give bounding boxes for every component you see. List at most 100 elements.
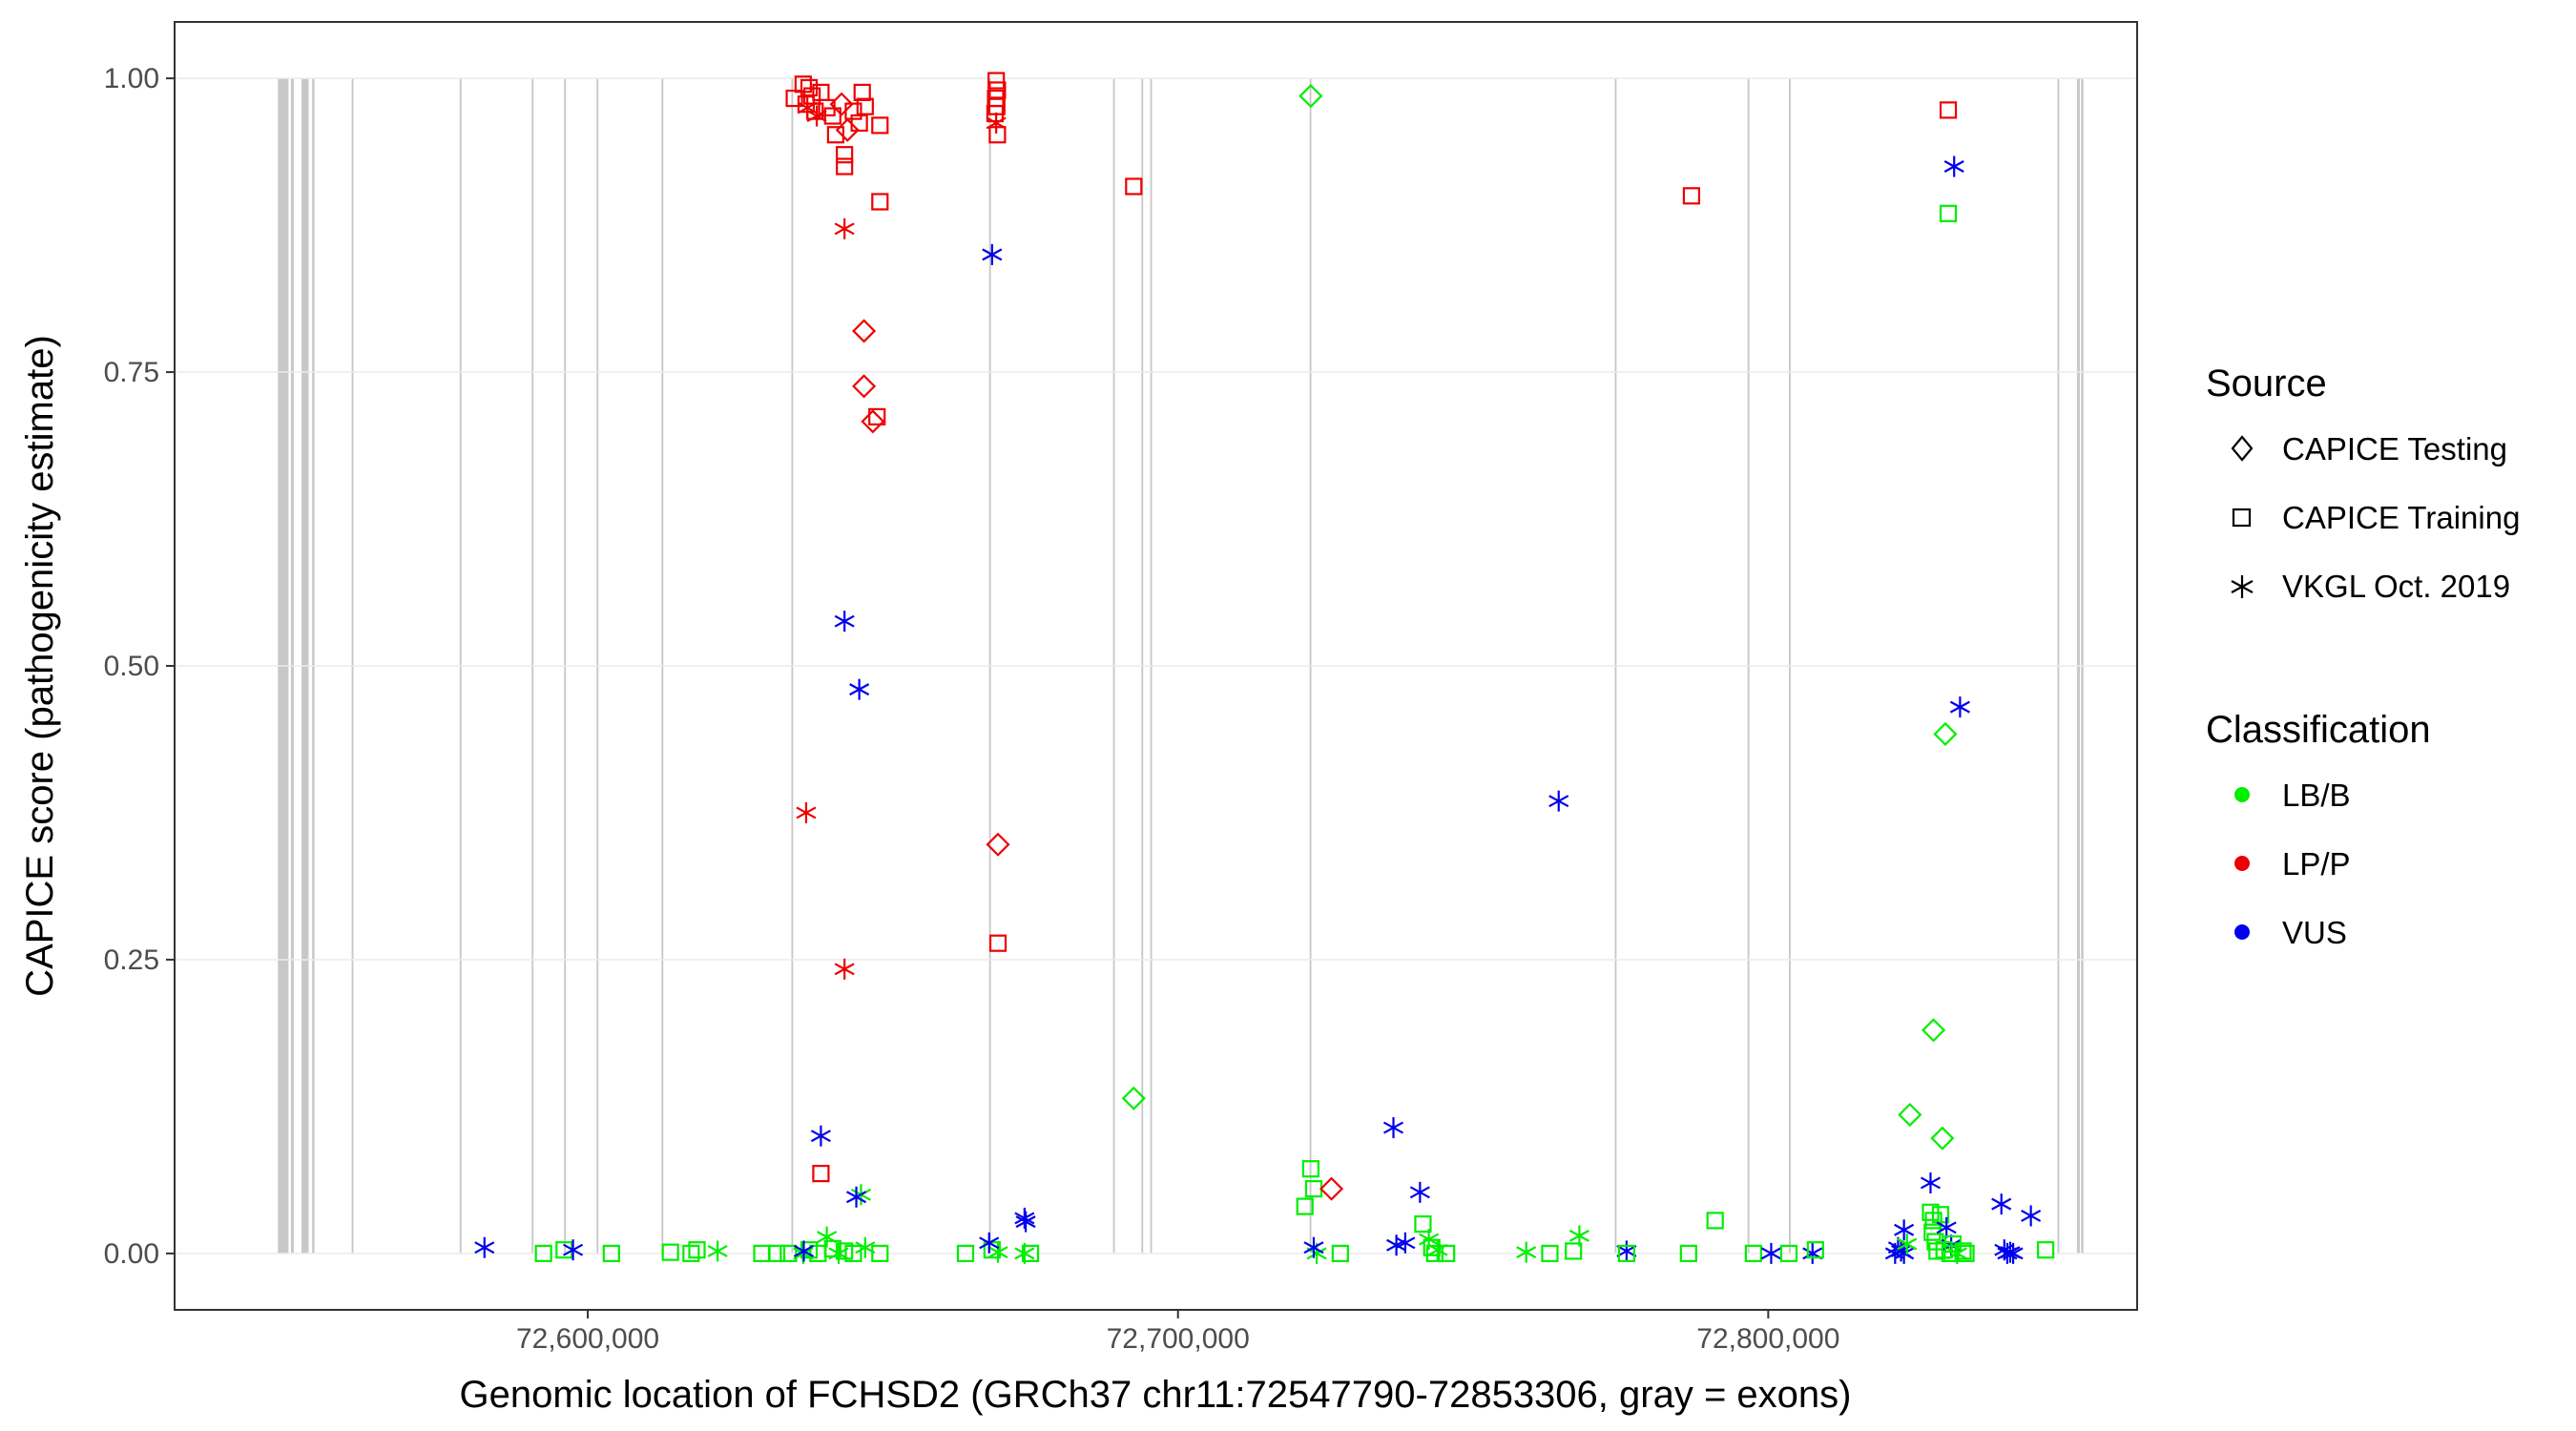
point-square	[1744, 1244, 1762, 1262]
point-square	[826, 126, 844, 144]
point-star	[987, 1241, 1008, 1263]
point-star	[1568, 1225, 1589, 1247]
point-diamond	[1898, 1102, 1922, 1128]
point-star	[796, 801, 817, 823]
point-star	[806, 105, 827, 127]
point-star	[1616, 1240, 1637, 1262]
point-square	[1939, 101, 1958, 119]
point-diamond	[1298, 84, 1323, 109]
point-square	[1954, 1242, 1972, 1260]
point-square	[1806, 1241, 1824, 1259]
point-square	[812, 1165, 830, 1183]
y-axis-title: CAPICE score (pathogenicity estimate)	[19, 335, 61, 997]
point-star	[834, 958, 855, 980]
legend-square-icon	[2232, 508, 2252, 528]
point-star	[1920, 1172, 1942, 1193]
legend-class-lbb: LB/B	[2282, 778, 2351, 813]
point-square	[767, 1244, 786, 1262]
point-square	[1779, 1244, 1798, 1262]
point-star	[563, 1239, 584, 1261]
point-square	[871, 1244, 889, 1262]
point-square	[1931, 1206, 1950, 1224]
point-star	[1409, 1181, 1430, 1203]
point-star	[1014, 1207, 1035, 1229]
point-star	[1991, 1193, 2012, 1215]
x-tick-label: 72,800,000	[1696, 1323, 1839, 1355]
legend-source-vkgl: VKGL Oct. 2019	[2282, 569, 2510, 604]
point-star	[2021, 1205, 2042, 1227]
point-square	[661, 1243, 679, 1261]
point-diamond	[852, 319, 877, 343]
point-square	[836, 146, 854, 164]
point-star	[849, 678, 870, 700]
legend-star-icon	[2231, 575, 2254, 598]
point-diamond	[1121, 1086, 1146, 1110]
point-square	[602, 1244, 620, 1262]
point-square	[956, 1244, 975, 1262]
point-star	[846, 1186, 867, 1208]
point-star	[982, 243, 1003, 265]
legend-classification-title: Classification	[2206, 709, 2431, 751]
point-square	[871, 116, 889, 135]
point-square	[844, 102, 862, 120]
point-square	[868, 407, 886, 425]
legend-source-training: CAPICE Training	[2282, 500, 2520, 535]
point-diamond	[986, 832, 1010, 857]
point-square	[779, 1244, 798, 1262]
point-square	[853, 83, 871, 102]
gridlines	[175, 77, 2137, 1255]
legend-lpp-dot-icon	[2234, 856, 2250, 871]
point-square	[1617, 1244, 1635, 1262]
point-square	[823, 107, 841, 125]
point-square	[1125, 177, 1143, 196]
point-star	[1897, 1234, 1918, 1255]
point-square	[987, 72, 1006, 90]
point-square	[794, 75, 812, 93]
point-star	[1894, 1219, 1915, 1241]
legend-source-title: Source	[2206, 363, 2327, 404]
point-star	[1015, 1211, 1036, 1233]
point-star	[834, 611, 855, 633]
y-tick-label: 0.75	[104, 357, 159, 388]
point-star	[1303, 1236, 1324, 1258]
point-square	[1957, 1244, 1975, 1262]
point-star	[1382, 1117, 1404, 1139]
point-diamond	[835, 117, 860, 142]
legend-vus-dot-icon	[2234, 924, 2250, 940]
point-star	[2003, 1242, 2024, 1264]
point-star	[707, 1240, 728, 1262]
point-star	[1395, 1232, 1416, 1254]
point-star	[1548, 790, 1569, 812]
point-square	[836, 157, 854, 176]
legend-diamond-icon	[2231, 435, 2254, 462]
y-tick-label: 0.00	[104, 1238, 159, 1270]
point-star	[797, 96, 818, 118]
y-tick-label: 0.50	[104, 651, 159, 682]
point-star	[1946, 1242, 1967, 1264]
axes: 0.00 0.25 0.50 0.75 1.00 72,600,000 72,700,000…	[104, 63, 1840, 1355]
point-diamond	[1319, 1176, 1344, 1201]
point-star	[474, 1236, 495, 1258]
point-square	[1706, 1212, 1724, 1230]
point-star	[1427, 1239, 1448, 1261]
point-diamond	[852, 374, 877, 399]
point-square	[1414, 1214, 1432, 1234]
point-square	[534, 1244, 552, 1262]
point-star	[979, 1232, 1000, 1254]
legend: Source CAPICE Testing CAPICE Training VK…	[2206, 363, 2520, 950]
point-square	[2037, 1241, 2055, 1259]
x-axis-title: Genomic location of FCHSD2 (GRCh37 chr11…	[460, 1374, 1852, 1416]
point-square	[1021, 1244, 1040, 1262]
point-square	[1301, 1160, 1319, 1178]
x-tick-label: 72,700,000	[1107, 1323, 1250, 1355]
point-square	[856, 97, 874, 115]
legend-class-vus: VUS	[2282, 915, 2347, 950]
point-star	[810, 1125, 831, 1147]
point-square	[871, 193, 889, 211]
point-square	[1541, 1244, 1559, 1262]
point-diamond	[1930, 1126, 1955, 1151]
point-star	[1760, 1242, 1781, 1264]
point-star	[1936, 1216, 1957, 1238]
